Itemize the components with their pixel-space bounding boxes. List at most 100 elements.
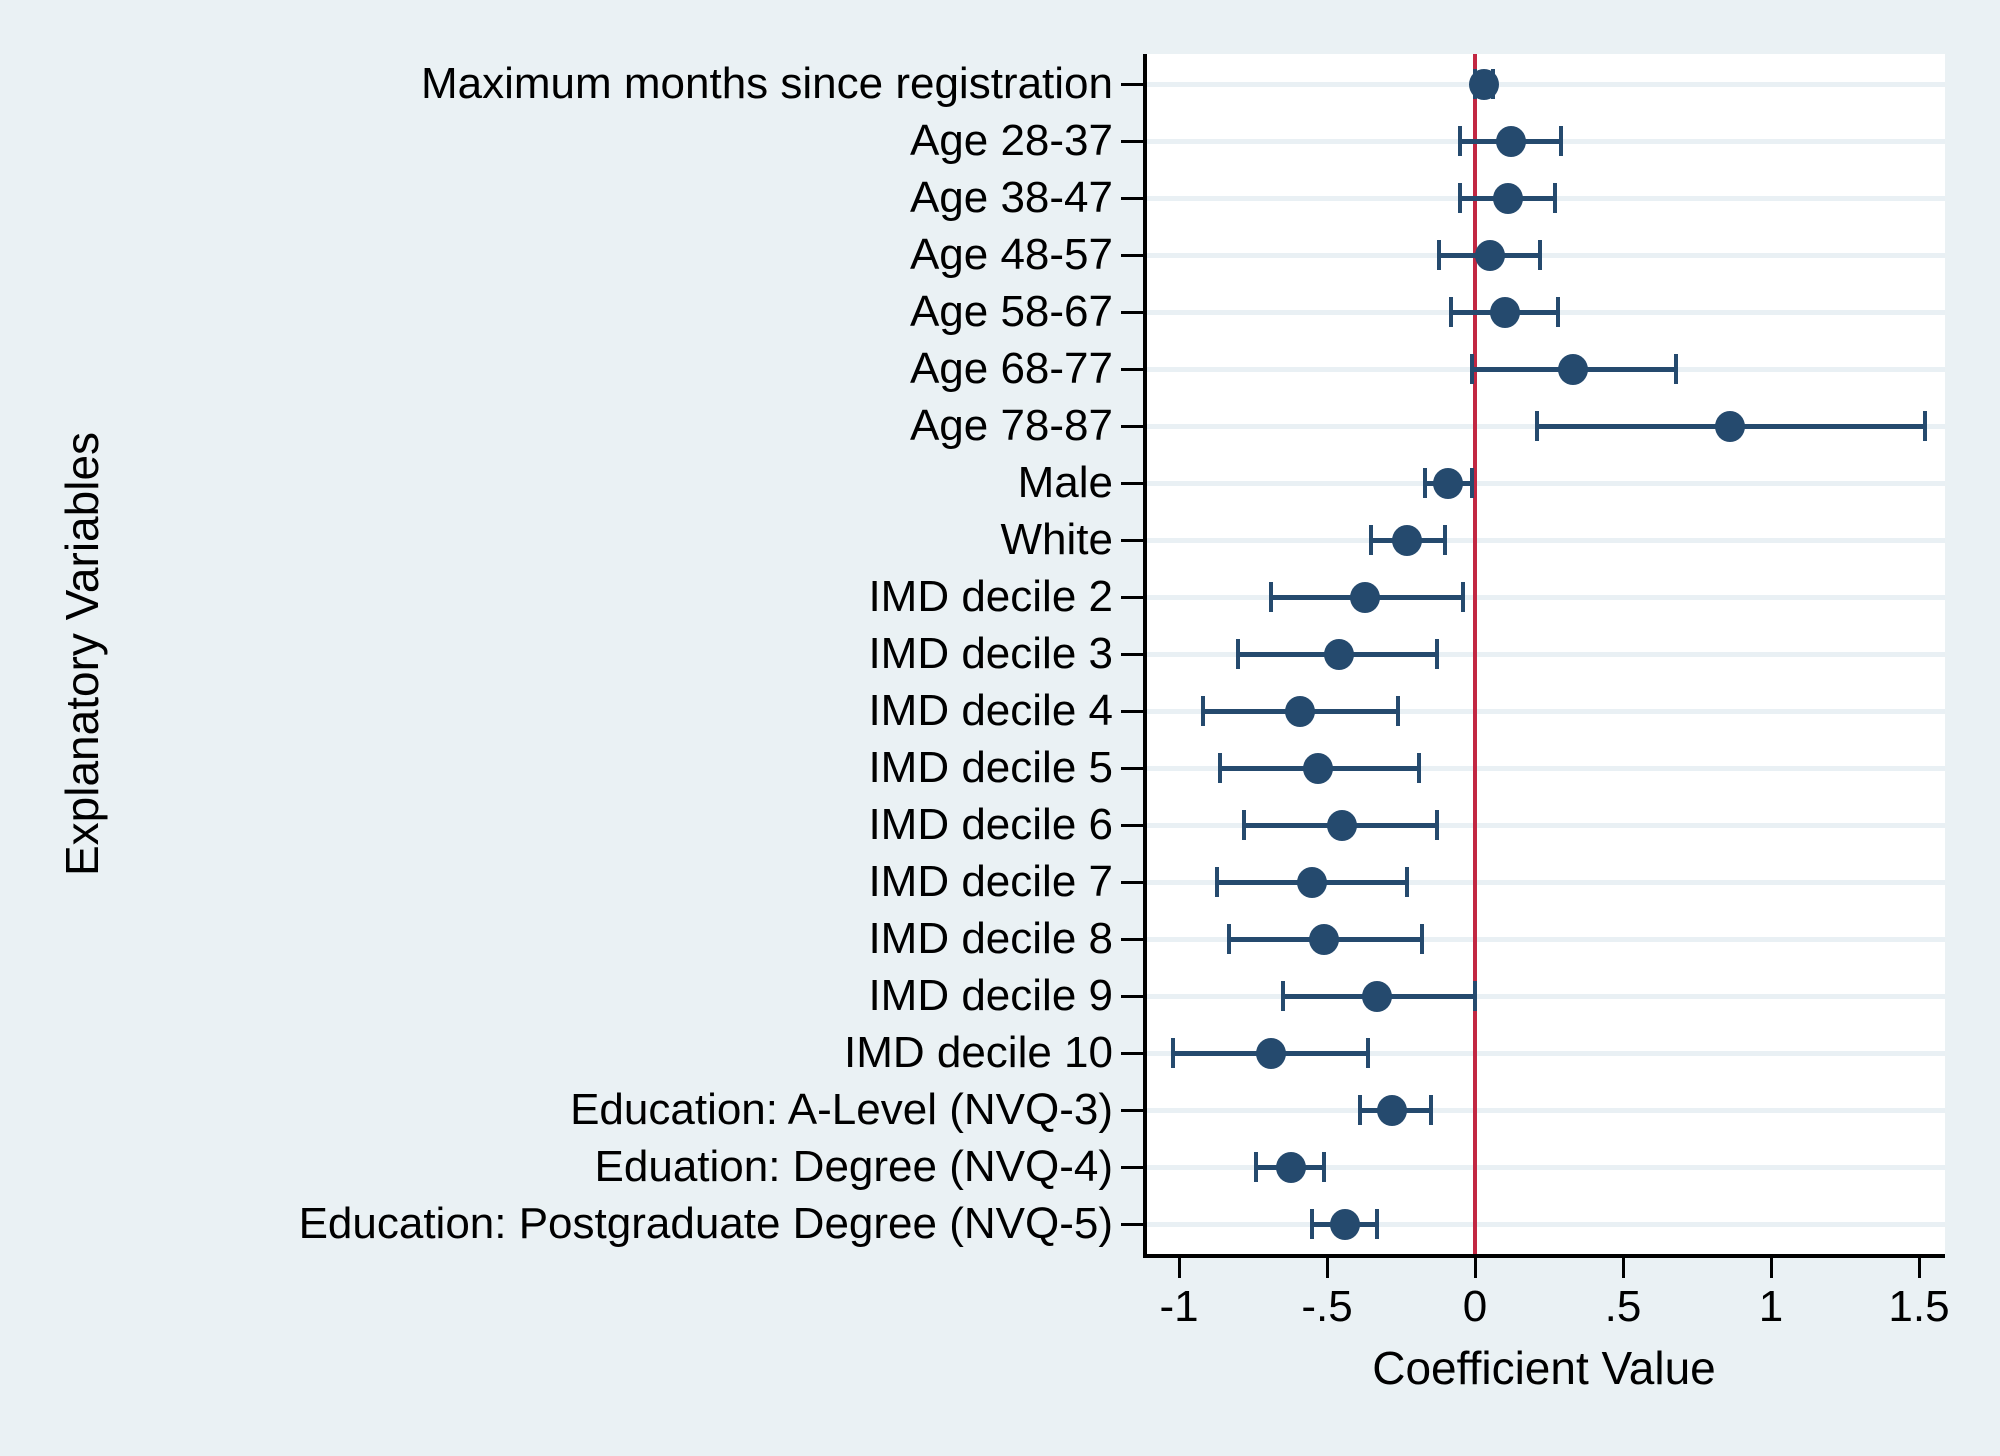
y-tick-label: IMD decile 4: [868, 686, 1113, 735]
x-tick: [1325, 1258, 1329, 1278]
y-tick: [1121, 823, 1143, 827]
gridline: [1147, 1222, 1945, 1227]
y-tick: [1121, 595, 1143, 599]
x-tick: [1473, 1258, 1477, 1278]
y-tick: [1121, 424, 1143, 428]
x-axis-title: Coefficient Value: [1372, 1342, 1716, 1394]
y-tick: [1121, 538, 1143, 542]
y-tick: [1121, 937, 1143, 941]
ci-cap-high: [1322, 1152, 1327, 1182]
gridline: [1147, 538, 1945, 543]
coefficient-marker: [1276, 1151, 1307, 1183]
ci-cap-low: [1357, 1095, 1362, 1125]
y-tick-label: IMD decile 10: [843, 1028, 1113, 1077]
y-tick-label: Age 48-57: [909, 230, 1113, 279]
plot-area: [1143, 54, 1945, 1258]
coefficient-marker: [1285, 695, 1316, 727]
gridline: [1147, 937, 1945, 942]
ci-cap-low: [1449, 297, 1454, 327]
gridline: [1147, 823, 1945, 828]
gridline: [1147, 880, 1945, 885]
coefficient-marker: [1474, 239, 1505, 271]
ci-cap-high: [1558, 126, 1563, 156]
y-tick: [1121, 481, 1143, 485]
gridline: [1147, 1051, 1945, 1056]
x-tick: [1621, 1258, 1625, 1278]
ci-cap-low: [1218, 753, 1223, 783]
ci-cap-high: [1552, 183, 1557, 213]
ci-cap-low: [1253, 1152, 1258, 1182]
gridline: [1147, 1108, 1945, 1113]
y-tick: [1121, 880, 1143, 884]
y-tick: [1121, 82, 1143, 86]
gridline: [1147, 994, 1945, 999]
coefficient-marker: [1323, 638, 1354, 670]
ci-cap-high: [1375, 1209, 1380, 1239]
y-tick-label: Education: A-Level (NVQ-3): [570, 1085, 1113, 1134]
x-tick: [1769, 1258, 1773, 1278]
coefficient-marker: [1297, 866, 1328, 898]
coefficient-marker: [1468, 68, 1499, 100]
y-tick-label: Eduation: Degree (NVQ-4): [594, 1142, 1113, 1191]
ci-cap-high: [1434, 810, 1439, 840]
gridline: [1147, 82, 1945, 87]
coefficient-marker: [1377, 1094, 1408, 1126]
ci-cap-high: [1443, 525, 1448, 555]
y-tick-label: Age 38-47: [909, 173, 1113, 222]
ci-cap-low: [1280, 981, 1285, 1011]
coefficient-marker: [1362, 980, 1393, 1012]
x-tick: [1177, 1258, 1181, 1278]
y-tick: [1121, 367, 1143, 371]
ci-cap-low: [1242, 810, 1247, 840]
ci-cap-high: [1434, 639, 1439, 669]
coefficient-marker: [1557, 353, 1588, 385]
ci-cap-high: [1555, 297, 1560, 327]
coefficient-marker: [1309, 923, 1340, 955]
y-tick-label: Age 68-77: [909, 344, 1113, 393]
ci-cap-high: [1396, 696, 1401, 726]
gridline: [1147, 766, 1945, 771]
y-tick-label: IMD decile 3: [868, 629, 1113, 678]
ci-cap-low: [1458, 183, 1463, 213]
y-tick: [1121, 652, 1143, 656]
ci-cap-high: [1674, 354, 1679, 384]
ci-cap-high: [1428, 1095, 1433, 1125]
coefficient-marker: [1326, 809, 1357, 841]
y-tick-label: IMD decile 8: [868, 914, 1113, 963]
ci-cap-high: [1461, 582, 1466, 612]
y-tick: [1121, 1222, 1143, 1226]
y-tick: [1121, 1165, 1143, 1169]
x-tick-label: 0: [1462, 1282, 1488, 1331]
ci-cap-low: [1200, 696, 1205, 726]
y-tick: [1121, 766, 1143, 770]
ci-cap-high: [1366, 1038, 1371, 1068]
x-tick-label: 1.5: [1888, 1282, 1950, 1331]
y-tick-label: Education: Postgraduate Degree (NVQ-5): [298, 1199, 1113, 1248]
ci-cap-high: [1922, 411, 1927, 441]
coefficient-marker: [1489, 296, 1520, 328]
x-tick-label: 1: [1758, 1282, 1784, 1331]
ci-cap-low: [1470, 354, 1475, 384]
y-tick-label: IMD decile 5: [868, 743, 1113, 792]
ci-cap-low: [1268, 582, 1273, 612]
ci-cap-low: [1215, 867, 1220, 897]
x-tick: [1917, 1258, 1921, 1278]
y-tick: [1121, 994, 1143, 998]
y-tick-label: Age 28-37: [909, 116, 1113, 165]
coefficient-marker: [1433, 467, 1464, 499]
ci-cap-high: [1473, 981, 1477, 1011]
coefficient-marker: [1391, 524, 1422, 556]
y-tick: [1121, 1051, 1143, 1055]
y-tick-label: IMD decile 2: [868, 572, 1113, 621]
gridline: [1147, 709, 1945, 714]
gridline: [1147, 652, 1945, 657]
y-tick-label: IMD decile 7: [868, 857, 1113, 906]
coefficient-marker: [1492, 182, 1523, 214]
x-tick-label: -.5: [1301, 1282, 1353, 1331]
y-tick: [1121, 139, 1143, 143]
y-tick: [1121, 253, 1143, 257]
y-tick-label: IMD decile 6: [868, 800, 1113, 849]
gridline: [1147, 481, 1945, 486]
y-tick: [1121, 709, 1143, 713]
ci-cap-high: [1419, 924, 1424, 954]
